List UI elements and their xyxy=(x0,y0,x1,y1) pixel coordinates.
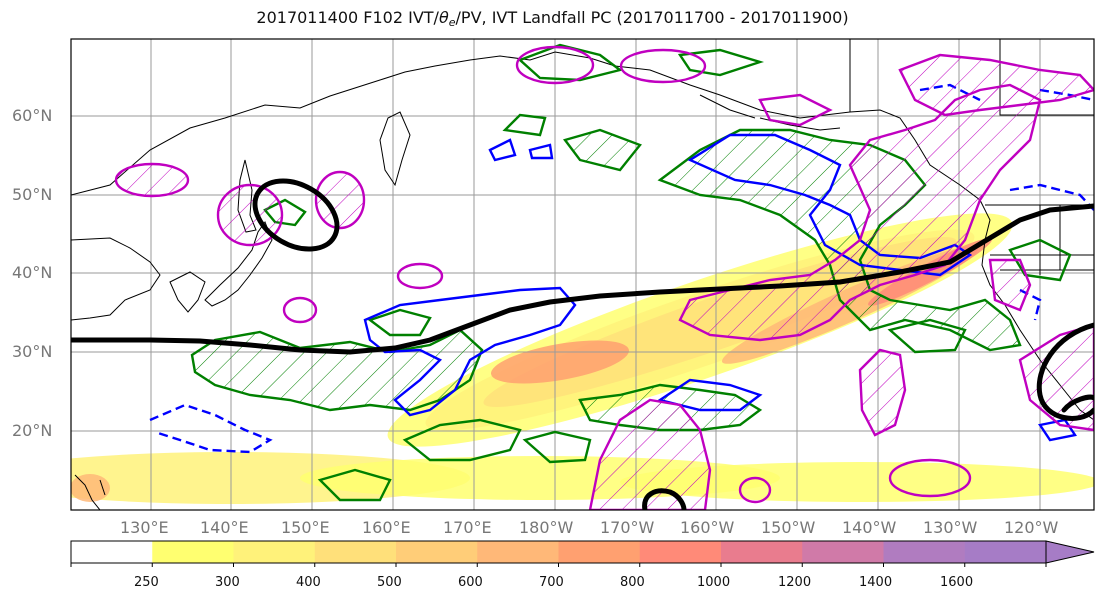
pc-region-4 xyxy=(396,262,444,290)
theta-e-small-2 xyxy=(488,138,517,162)
colorbar-segment xyxy=(71,541,153,563)
colorbar-tick-label: 1000 xyxy=(697,575,731,590)
pc-region-9 xyxy=(888,458,972,498)
philippines xyxy=(74,474,106,510)
pc-region-8 xyxy=(758,93,833,127)
pv-south-2 xyxy=(317,468,392,502)
colorbar-segment xyxy=(558,541,641,563)
ivt-axis-loop-south xyxy=(642,488,687,510)
lon-label: 170°E xyxy=(443,518,492,537)
colorbar-tick-label: 800 xyxy=(620,575,645,590)
colorbar-tick-label: 250 xyxy=(134,575,159,590)
kamchatka xyxy=(379,111,411,187)
lon-label: 150°W xyxy=(761,518,816,537)
ivt-axis xyxy=(71,178,1094,510)
lat-label: 40°N xyxy=(12,263,53,282)
pv-region-northeast xyxy=(657,128,1022,352)
colorbar-tick-label: 1400 xyxy=(859,575,893,590)
colorbar-segment xyxy=(152,541,234,563)
korea xyxy=(169,271,206,313)
pc-region-1 xyxy=(114,162,190,198)
lat-label: 20°N xyxy=(12,421,53,440)
pv-north-3 xyxy=(562,128,642,172)
ivt-axis-small-east xyxy=(1061,394,1094,413)
pc-region-southeast xyxy=(858,348,907,437)
lon-label: 140°W xyxy=(842,518,897,537)
ivt-axis-main xyxy=(71,203,1094,355)
japan xyxy=(204,220,273,307)
pv-north-1 xyxy=(517,43,623,82)
colorbar-tick-label: 300 xyxy=(215,575,240,590)
colorbar-tick-label: 700 xyxy=(539,575,564,590)
colorbar-segment xyxy=(802,541,884,563)
pc-region-6 xyxy=(619,48,707,84)
ivt-core-philippines xyxy=(71,474,110,502)
lat-label: 30°N xyxy=(12,342,53,361)
chart-title: 2017011400 F102 IVT/θe/PV, IVT Landfall … xyxy=(256,8,849,29)
colorbar-tick-label: 1200 xyxy=(778,575,812,590)
theta-e-northeast xyxy=(687,133,973,277)
pv-north-2 xyxy=(677,48,765,77)
ivt-band-tropical-far-east xyxy=(620,462,1094,502)
theta-e-west xyxy=(363,286,577,417)
map-layers xyxy=(71,39,1094,510)
lon-label: 180°W xyxy=(519,518,574,537)
lon-label: 130°E xyxy=(120,518,169,537)
colorbar-segment xyxy=(964,541,1047,563)
colorbar-segment xyxy=(477,541,559,563)
pc-region-7 xyxy=(515,45,595,85)
pv-small-1 xyxy=(367,308,432,337)
theta-e-dashed-south xyxy=(149,403,273,454)
lon-label: 150°E xyxy=(281,518,330,537)
colorbar-tick-label: 600 xyxy=(458,575,483,590)
pc-region-south xyxy=(588,398,712,510)
map-frame xyxy=(70,38,1095,511)
colorbar-segment xyxy=(396,541,478,563)
lat-label: 50°N xyxy=(12,185,53,204)
colorbar-segment xyxy=(233,541,316,563)
pc-region-10 xyxy=(738,476,772,504)
colorbar-segment xyxy=(721,541,803,563)
ivt-axis-loop-japan xyxy=(252,178,340,252)
lon-label: 120°W xyxy=(1004,518,1059,537)
colorbar-tick-label: 500 xyxy=(377,575,402,590)
lon-label: 170°W xyxy=(600,518,655,537)
pv-south-1 xyxy=(402,418,522,462)
colorbar-tick-label: 400 xyxy=(296,575,321,590)
theta-e-central xyxy=(657,378,763,412)
china-coast xyxy=(71,237,161,321)
colorbar-extend-arrow xyxy=(1045,540,1095,564)
us-states xyxy=(985,204,1094,275)
lon-label: 160°W xyxy=(680,518,735,537)
pv-east-1 xyxy=(887,318,967,354)
lon-label: 160°E xyxy=(362,518,411,537)
pc-region-far-northeast xyxy=(898,53,1094,117)
colorbar-segment xyxy=(883,541,966,563)
ivt-axis-loop-east xyxy=(1036,322,1094,421)
colorbar xyxy=(70,540,1095,567)
lat-label: 60°N xyxy=(12,106,53,125)
colorbar-segment xyxy=(639,541,722,563)
theta-e-small-1 xyxy=(528,143,554,160)
pc-region-coast xyxy=(988,258,1032,312)
siberia-coast xyxy=(71,51,616,196)
ivt-core-west xyxy=(490,340,630,384)
pc-region-3 xyxy=(314,170,366,230)
colorbar-tick-label: 1600 xyxy=(940,575,974,590)
pv-north-4 xyxy=(502,113,547,137)
colorbar-segment xyxy=(314,541,397,563)
pc-region-5 xyxy=(282,296,318,324)
pv-south-3 xyxy=(522,430,592,464)
lon-label: 130°W xyxy=(923,518,978,537)
lon-label: 140°E xyxy=(200,518,249,537)
